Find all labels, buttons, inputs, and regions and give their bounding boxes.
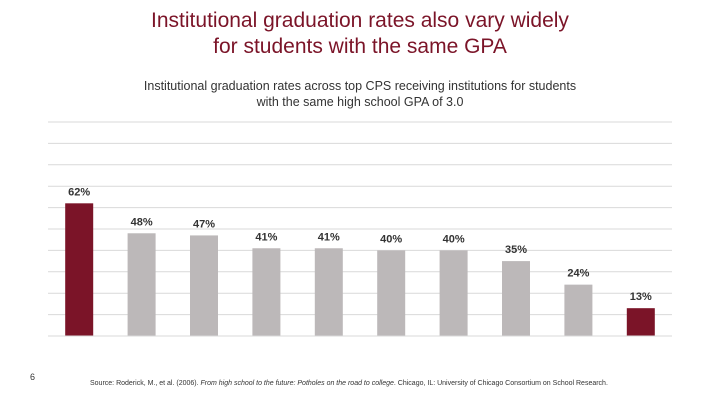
title-line-2: for students with the same GPA xyxy=(213,35,507,58)
bar-3 xyxy=(190,235,218,336)
title-line-1: Institutional graduation rates also vary… xyxy=(151,9,569,32)
subtitle-line-2: with the same high school GPA of 3.0 xyxy=(256,95,464,109)
chart-subtitle: Institutional graduation rates across to… xyxy=(100,78,620,110)
data-label-10: 13% xyxy=(630,291,652,303)
data-label-7: 40% xyxy=(443,233,465,245)
data-label-2: 48% xyxy=(131,216,153,228)
data-label-4: 41% xyxy=(255,231,277,243)
data-label-3: 47% xyxy=(193,218,215,230)
subtitle-line-1: Institutional graduation rates across to… xyxy=(143,79,577,93)
bar-8 xyxy=(502,261,530,336)
source-citation: Source: Roderick, M., et al. (2006). Fro… xyxy=(90,380,700,387)
data-label-1: 62% xyxy=(68,186,90,198)
bar-10 xyxy=(626,308,655,336)
data-label-8: 35% xyxy=(505,244,527,256)
source-title: From high school to the future: Potholes… xyxy=(200,380,394,387)
bar-4 xyxy=(252,248,281,336)
data-label-9: 24% xyxy=(567,268,589,280)
data-label-5: 41% xyxy=(318,231,340,243)
bar-6 xyxy=(377,250,406,336)
bar-9 xyxy=(564,284,593,336)
slide-title: Institutional graduation rates also vary… xyxy=(60,8,660,60)
source-suffix: . Chicago, IL: University of Chicago Con… xyxy=(393,380,608,387)
page-number: 6 xyxy=(30,372,36,382)
bar-2 xyxy=(127,233,156,336)
source-prefix: Source: Roderick, M., et al. (2006). xyxy=(90,380,201,387)
bar-7 xyxy=(439,250,468,336)
bar-1 xyxy=(65,203,94,336)
bar-5 xyxy=(314,248,343,336)
data-label-6: 40% xyxy=(380,233,402,245)
